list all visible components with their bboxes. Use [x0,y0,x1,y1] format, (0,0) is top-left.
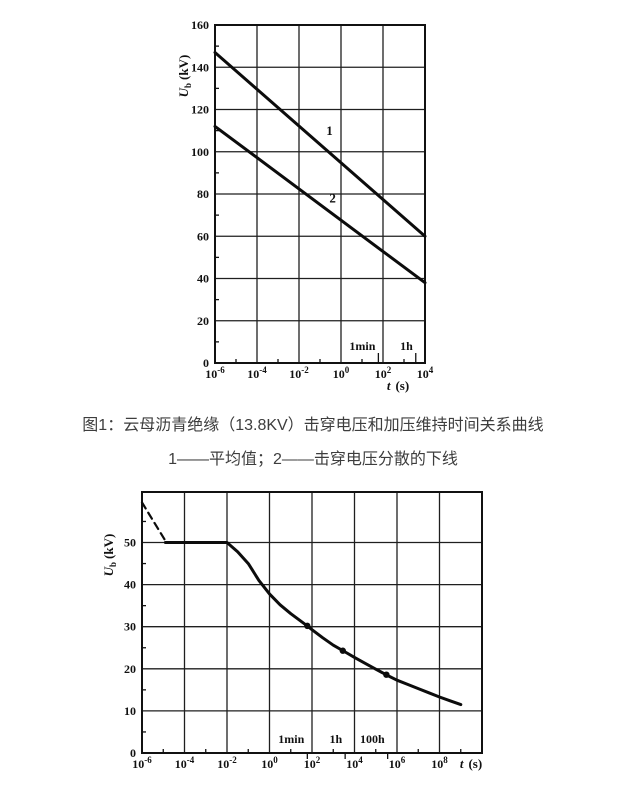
x-tick-label: 100 [261,755,278,771]
y-tick-label: 20 [124,662,136,676]
y-tick-label: 80 [197,187,209,201]
time-label: 1h [400,339,413,353]
x-tick-label: 10-4 [175,755,195,771]
figure1-caption-title: 图1：云母沥青绝缘（13.8KV）击穿电压和加压维持时间关系曲线 [82,417,544,434]
y-tick-label: 50 [124,536,136,550]
y-axis-label: Ub(kV) [101,534,118,577]
y-tick-label: 40 [197,272,209,286]
data-curve [163,541,463,707]
x-axis-label: t (s) [460,756,482,771]
y-tick-label: 0 [203,356,209,370]
data-curve [213,124,427,285]
x-tick-label: 10-2 [289,365,309,381]
series-label: 1 [326,123,333,138]
y-tick-label: 20 [197,314,209,328]
y-tick-label: 60 [197,229,209,243]
figure2-chart: 10-6 10-4 10-2 100 102 104 106 108010203040501m… [101,491,483,771]
data-curve [140,501,167,542]
data-curve [213,51,427,238]
data-point [339,647,347,654]
y-tick-label: 100 [191,145,209,159]
figure1-caption-legend: 1——平均值；2——击穿电压分散的下线 [168,451,458,468]
data-point [383,671,390,678]
time-label: 1h [329,732,342,746]
y-tick-label: 160 [191,18,209,32]
time-label: 100h [360,732,385,746]
series-label: 2 [329,190,336,205]
y-tick-label: 0 [130,746,136,760]
y-tick-label: 120 [191,103,209,117]
y-tick-label: 40 [124,578,136,592]
plot-frame [141,491,483,754]
x-tick-label: 10-2 [217,755,237,771]
y-tick-label: 30 [124,620,136,634]
x-tick-label: 10-4 [247,365,267,381]
x-axis-label: t (s) [387,378,409,393]
figure1-chart: 10-6 10-4 10-2 100 102 1040204060801001201401… [176,18,434,393]
figure1-caption: 图1：云母沥青绝缘（13.8KV）击穿电压和加压维持时间关系曲线 1——平均值；… [0,416,626,470]
x-tick-label: 104 [346,755,363,771]
y-tick-label: 140 [191,60,209,74]
data-point [304,622,311,630]
x-tick-label: 102 [304,755,321,771]
y-axis-label: Ub(kV) [176,55,193,98]
x-tick-label: 104 [417,365,434,381]
x-tick-label: 100 [333,365,350,381]
x-tick-label: 108 [431,755,448,771]
time-label: 1min [278,732,304,746]
x-tick-label: 106 [389,755,406,771]
y-tick-label: 10 [124,704,136,718]
time-label: 1min [349,339,375,353]
